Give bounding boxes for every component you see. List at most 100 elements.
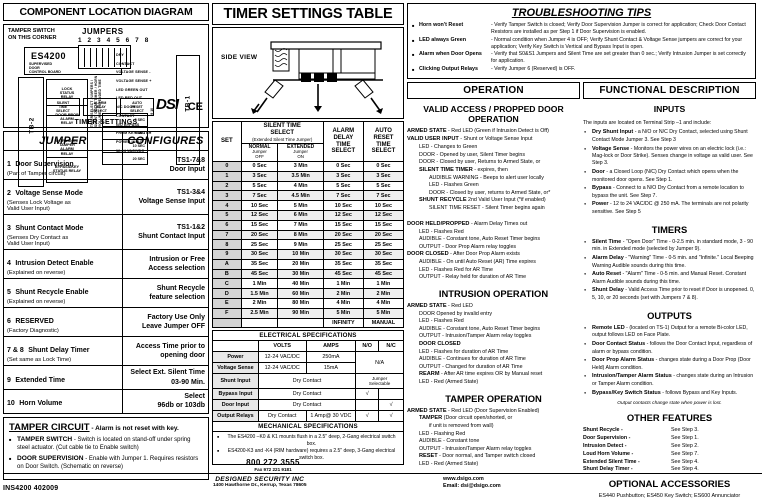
tb1-terminal-label: VOLTAGE SENSE +	[116, 79, 152, 84]
operation-line-text: AUDIBLE - Constant tone	[419, 438, 480, 445]
feature-reference: See Step 7.	[671, 450, 699, 457]
timer-cell-alarm: 7 Sec	[322, 190, 364, 202]
table-row: 9 30 Sec 10 Min 30 Sec 30 Sec	[212, 249, 405, 260]
operation-line: AUDIBLE - On until Auto Reset (AR) Time …	[407, 259, 580, 267]
table-row: 8 25 Sec 9 Min 25 Sec 25 Sec	[212, 239, 405, 251]
espec-amps: 250mA	[305, 351, 357, 364]
operation-line: AUDIBLE - Constant tone, Auto Reset Time…	[407, 326, 580, 334]
component-diagram-title: COMPONENT LOCATION DIAGRAM	[3, 3, 209, 21]
table-row: Door Input Dry Contact √	[212, 399, 404, 412]
shunt-delay-time-selector: 5 SEC 3 SEC 10 SEC 20 SEC	[102, 113, 148, 165]
feature-row: Loud Horn Volume - See Step 7.	[583, 451, 756, 459]
troubleshooting-text: - Verify Jumper 6 (Reserved) is OFF.	[491, 66, 576, 73]
timer-cell-normal: 1.5 Min	[240, 288, 279, 299]
board-model-label: ES4200	[31, 51, 67, 61]
operation-line-text: OUTPUT - Changed for duration of AR Time	[419, 363, 523, 370]
mechanical-spec-cell: The ES4200 –K0 & K1 mounts flush in a 2.…	[213, 432, 404, 465]
normal-subcol-header: NORMAL Jumper OFF	[240, 142, 279, 163]
operation-line-text: - Shunt or Voltage Sense Input	[458, 136, 533, 143]
operation-line-label: DOOR CLOSED	[419, 340, 461, 347]
troubleshooting-label: Alarm when Door Opens	[419, 51, 482, 58]
list-item-text: - follows Bypass and Key Inputs.	[660, 389, 738, 396]
feature-reference: See Step 4.	[671, 458, 699, 465]
timer-cell-normal: 2.5 Min	[240, 307, 279, 319]
feature-name: Loud Horn Volume -	[583, 450, 634, 457]
operation-line-label: TAMPER	[419, 415, 443, 422]
list-item-text: - 12 to 24 VAC/DC @ 250 mA. The terminal…	[592, 201, 749, 216]
list-item-label: Shunt Delay	[592, 287, 624, 294]
operation-line: ARMED STATE - Red LED (Green if Intrusio…	[407, 128, 580, 136]
extended-header-sub: Jumper ON	[293, 149, 308, 160]
operation-line-text: AUDIBLE - On until Auto Reset (AR) Time …	[419, 259, 536, 266]
list-item-text: - changes state during a Door Prop (Door…	[592, 357, 751, 371]
table-row: Bypass Input Dry Contact √	[212, 388, 404, 401]
timer-cell-normal: 35 Sec	[240, 258, 279, 270]
jumper-number: 5	[7, 289, 11, 297]
inputs-title: INPUTS	[653, 104, 686, 115]
silent-time-col-header: SILENT TIME SELECT (Extended Silent Time…	[240, 121, 324, 144]
board-subtitle: SUPERVISED DOOR CONTROL BOARD	[29, 62, 61, 75]
operation-line: OUTPUT - Intrusion/Tamper Alarm relay to…	[407, 333, 580, 341]
operation-line-label: ARMED STATE	[407, 128, 447, 135]
auto-reset-select-box: AUTO RESET SELECT	[120, 98, 154, 117]
jumper-cell: 7 & 8 Shunt Delay Timer (Set same as Loc…	[3, 336, 123, 367]
list-item: Remote LED - (located on TS-1) Output fo…	[583, 325, 756, 340]
feature-name: Shunt Delay Timer -	[583, 466, 633, 473]
optional-accessories-list: ES440 Pushbutton; ES450 Key Switch; ES60…	[598, 493, 741, 499]
terminal-block-tb2: TB-2	[18, 77, 44, 187]
troubleshooting-text: - Normal condition when Jumper 4 is OFF;…	[491, 36, 743, 50]
list-item: Bypass/Key Switch Status - follows Bypas…	[583, 390, 756, 398]
side-view-diagram: SIDE VIEW	[212, 27, 404, 119]
timer-cell-alarm: 15 Sec	[322, 219, 364, 231]
timer-cell-alarm: 5 Min	[322, 307, 364, 319]
timer-cell-extended: 4.5 Min	[277, 190, 324, 202]
outputs-list: Remote LED - (located on TS-1) Output fo…	[583, 325, 756, 399]
list-item-text: - Monitors the power wires on an electri…	[592, 145, 753, 167]
timer-cell-alarm: 20 Sec	[322, 229, 364, 241]
espec-header-blank	[212, 340, 259, 353]
table-row: 2 Voltage Sense Mode (Senses Lock Voltag…	[3, 179, 210, 216]
side-view-drawing	[251, 41, 383, 114]
phone-number: 800 272 3555	[246, 458, 300, 467]
tamper-lines: ARMED STATE - Red LED (Door Supervision …	[407, 408, 580, 469]
timer-cell-alarm: 3 Sec	[322, 170, 364, 182]
jumper-cell: 9 Extended Time	[3, 365, 123, 390]
timer-cell-set: B	[212, 268, 242, 280]
timer-cell-normal: 2 Min	[240, 297, 279, 309]
espec-header-no: N/O	[355, 340, 380, 353]
operation-line-text: OUTPUT - Intrusion/Tamper Alarm relay to…	[419, 333, 532, 340]
configures-cell: Select 96db or 103db	[121, 388, 210, 414]
auto-reset-col-header: AUTO RESET TIME SELECT	[362, 120, 405, 163]
tamper-item-label: TAMPER SWITCH	[17, 435, 73, 443]
timer-cell-set: 9	[212, 249, 242, 260]
jumper-numbers: 1 2 3 4 5 6 7 8	[78, 37, 151, 44]
configures-cell: TS1-7&8 Door Input	[121, 150, 210, 181]
timer-cell-set: F	[212, 307, 242, 319]
jumper-name: Shunt Contact Mode	[15, 225, 84, 233]
table-row: F 2.5 Min 90 Min 5 Min 5 Min	[212, 307, 405, 319]
timer-cell-normal: 12 Sec	[240, 209, 279, 221]
espec-volts: Dry Contact	[257, 388, 357, 401]
operation-line: DOOR - Closed by user, returns to Armed …	[407, 190, 580, 198]
timer-cell-set: 3	[212, 190, 242, 202]
troubleshooting-row: ■ LED always Green - Normal condition wh…	[412, 37, 751, 51]
list-item-label: Door Contact Status	[592, 340, 646, 347]
timer-cell-auto: 25 Sec	[362, 239, 405, 251]
shunt-delay-option: 3 SEC	[103, 127, 147, 140]
table-row: 4 10 Sec 5 Min 10 Sec 10 Sec	[212, 200, 405, 211]
timer-cell-normal	[240, 317, 279, 329]
timer-cell-set: 2	[212, 180, 242, 192]
terminal-block-tb1: TB-1	[176, 55, 200, 165]
timer-cell-normal: 45 Sec	[240, 268, 279, 280]
valid-access-lines: ARMED STATE - Red LED (Green if Intrusio…	[407, 128, 580, 212]
list-item-text: - "Open Door" Time - 0-2.5 min. in stand…	[592, 238, 753, 253]
bullet-icon: ■	[412, 52, 415, 58]
feature-name: Intrusion Detect -	[583, 442, 627, 449]
timer-cell-auto: 30 Sec	[362, 249, 405, 260]
bullet-icon: ■	[412, 23, 415, 28]
operation-line-label: VALID USER INPUT	[407, 136, 459, 143]
espec-amps: 15mA	[305, 362, 357, 375]
timer-cell-extended: 60 Min	[277, 288, 324, 299]
feature-row: Shunt Recycle - See Step 3.	[583, 427, 756, 435]
